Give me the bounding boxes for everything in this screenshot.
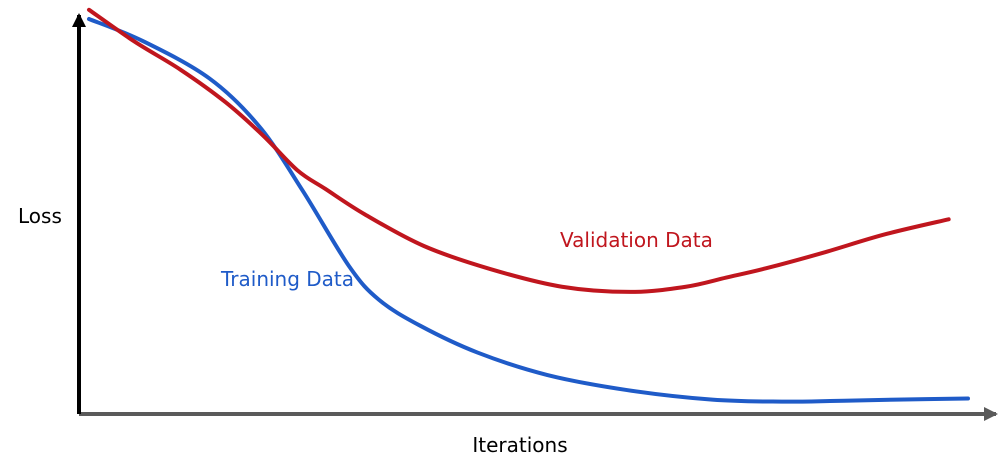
validation-data-label: Validation Data [560, 228, 713, 252]
validation-data-line [87, 7, 951, 294]
training-data-line [87, 16, 970, 404]
y-axis-label: Loss [18, 204, 62, 228]
training-data-label: Training Data [220, 267, 354, 291]
plot-area [87, 7, 970, 404]
x-axis-label: Iterations [472, 433, 567, 457]
